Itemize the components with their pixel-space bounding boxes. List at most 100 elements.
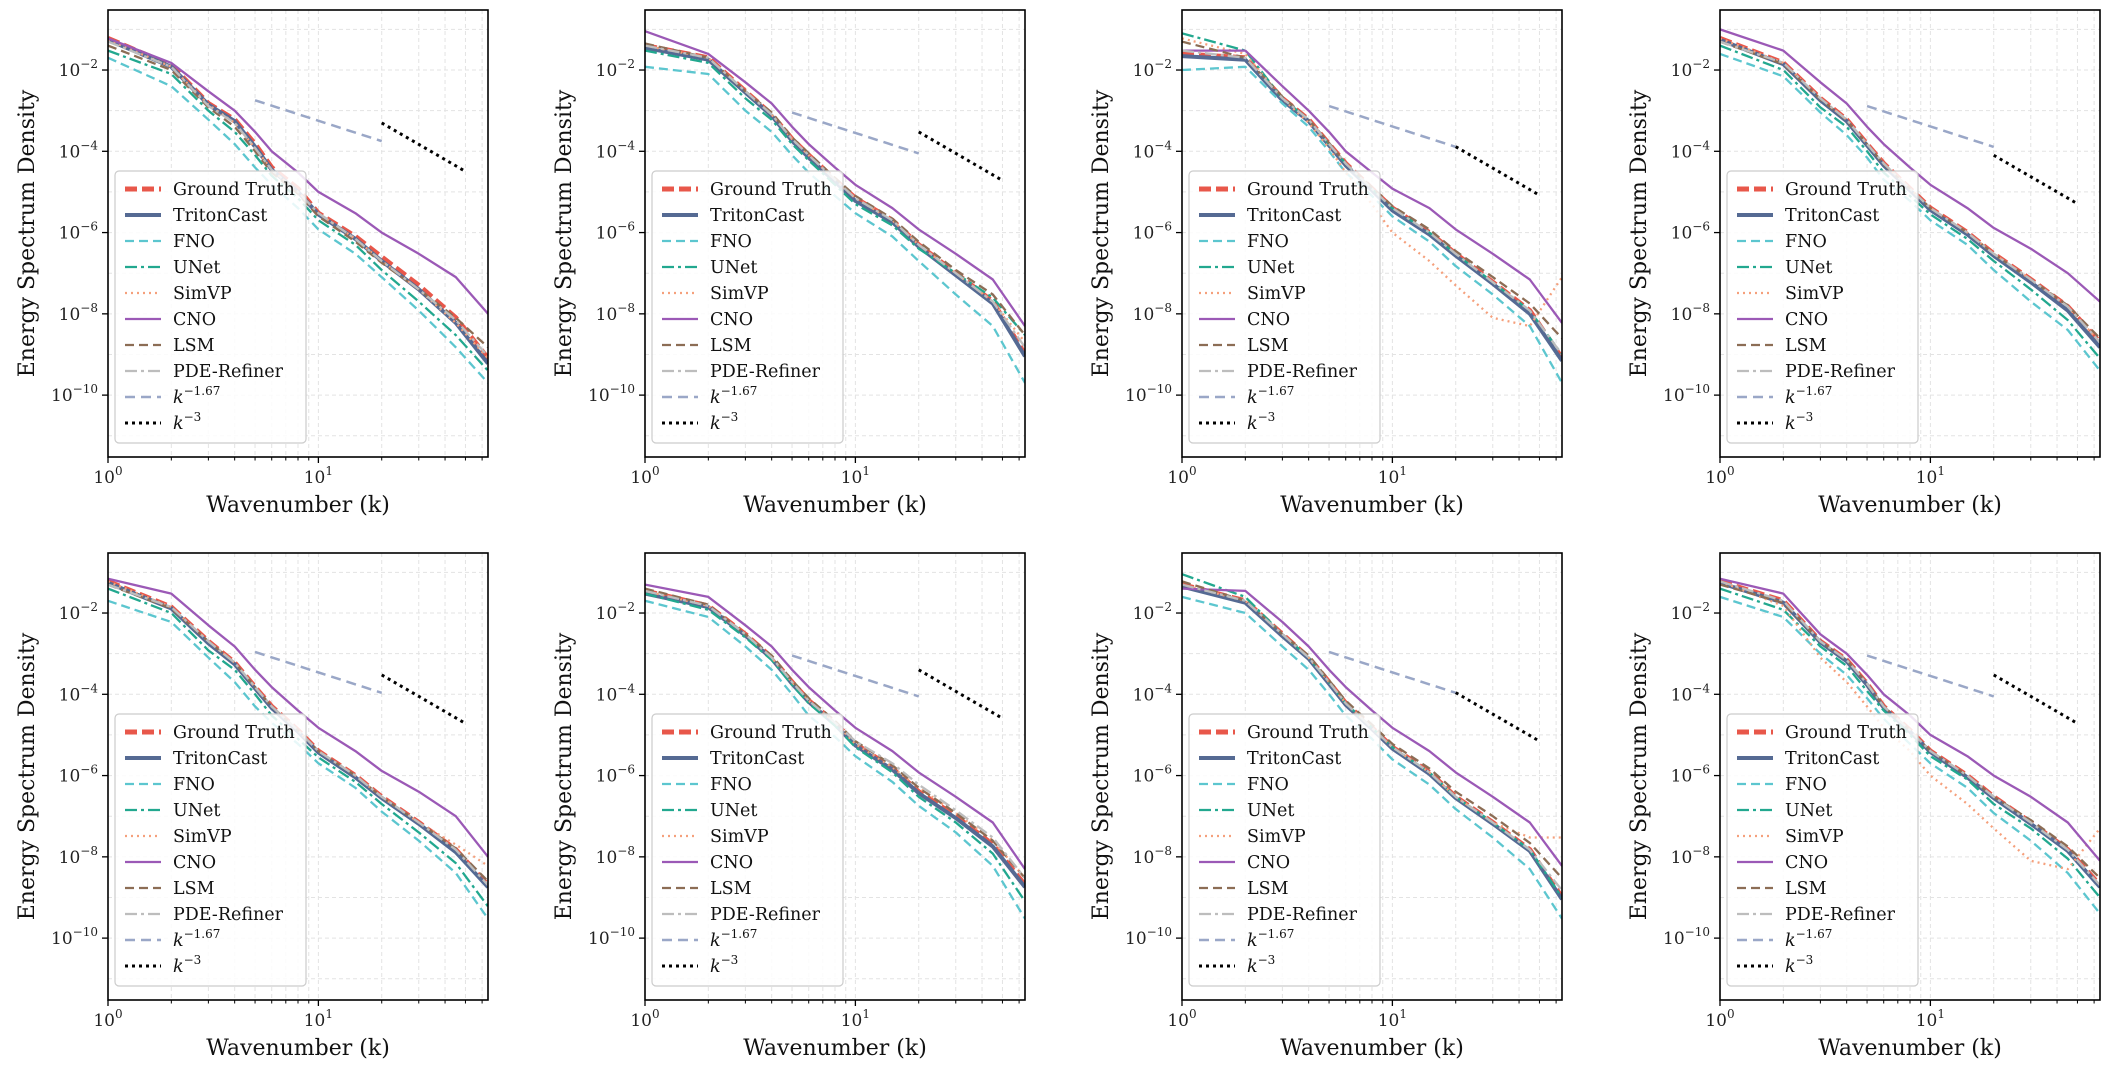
legend-label: FNO (1247, 232, 1289, 252)
legend-label: FNO (710, 775, 752, 795)
x-axis-label: Wavenumber (k) (743, 1036, 927, 1061)
legend-label: SimVP (173, 827, 232, 847)
spectrum-panel-8: 100 101 10−10 10−8 10−6 10−4 10−2 Wavenumber (k… (1627, 552, 2101, 1061)
y-tick-label: 10−8 (1133, 301, 1172, 325)
y-tick-label: 10−8 (59, 301, 98, 325)
legend-box (1726, 170, 1919, 444)
legend-label: SimVP (1785, 284, 1844, 304)
x-axis-label: Wavenumber (k) (1818, 493, 2002, 518)
legend-label: UNet (710, 258, 757, 278)
y-tick-label: 10−8 (596, 301, 635, 325)
y-tick-label: 10−4 (596, 681, 636, 705)
legend: Ground Truth TritonCast FNO UNet SimVP CNO LSM… (114, 170, 307, 444)
legend-label: FNO (173, 775, 215, 795)
spectrum-panel-6: 100 101 10−10 10−8 10−6 10−4 10−2 Wavenumber (k… (552, 552, 1026, 1061)
y-tick-label: 10−8 (1671, 844, 1710, 868)
x-tick-label: 100 (93, 464, 122, 488)
legend-label: UNet (1785, 258, 1832, 278)
x-axis-label: Wavenumber (k) (1818, 1036, 2002, 1061)
legend-label: k−3 (1247, 410, 1275, 434)
legend-label: k−1.67 (1785, 927, 1832, 951)
legend-label: FNO (1785, 775, 1827, 795)
y-axis-label: Energy Spectrum Density (15, 89, 40, 377)
spectrum-panel-3: 100 101 10−10 10−8 10−6 10−4 10−2 Wavenumber (k… (1089, 9, 1563, 518)
x-tick-label: 100 (1705, 1007, 1734, 1031)
legend-label: UNet (1247, 258, 1294, 278)
legend-label: UNet (1247, 801, 1294, 821)
y-tick-label: 10−4 (1671, 681, 1711, 705)
reference-line-k-minus-3 (1454, 145, 1541, 197)
legend-label: UNet (710, 801, 757, 821)
y-tick-label: 10−6 (1671, 763, 1710, 787)
legend: Ground Truth TritonCast FNO UNet SimVP CNO LSM… (1188, 170, 1381, 444)
y-tick-label: 10−2 (1133, 57, 1172, 81)
legend-label: Ground Truth (1785, 723, 1907, 743)
legend-label: CNO (1247, 853, 1290, 873)
legend-label: FNO (1785, 232, 1827, 252)
y-tick-label: 10−10 (1663, 382, 1710, 406)
reference-line-k-minus-1-67 (1866, 104, 1995, 149)
legend-label: UNet (1785, 801, 1832, 821)
x-axis-label: Wavenumber (k) (1280, 1036, 1464, 1061)
legend-label: LSM (710, 879, 752, 899)
y-tick-label: 10−6 (1133, 763, 1172, 787)
legend-label: k−3 (1785, 410, 1813, 434)
x-tick-label: 100 (93, 1007, 122, 1031)
y-tick-label: 10−4 (59, 138, 99, 162)
reference-line-k-minus-1-67 (1866, 654, 1995, 698)
legend-label: TritonCast (710, 206, 804, 226)
legend-label: k−1.67 (173, 927, 220, 951)
legend-label: Ground Truth (173, 723, 295, 743)
legend-label: CNO (173, 310, 216, 330)
legend: Ground Truth TritonCast FNO UNet SimVP CNO LSM… (114, 713, 307, 987)
legend-label: PDE-Refiner (710, 905, 821, 925)
x-tick-label: 100 (630, 1007, 659, 1031)
x-tick-label: 101 (1916, 1007, 1945, 1031)
legend-label: SimVP (1247, 284, 1306, 304)
y-tick-label: 10−2 (1133, 600, 1172, 624)
legend-label: PDE-Refiner (1785, 905, 1896, 925)
legend-label: k−1.67 (1247, 384, 1294, 408)
y-tick-label: 10−10 (588, 925, 635, 949)
reference-line-k-minus-3 (917, 668, 1004, 720)
x-tick-label: 100 (630, 464, 659, 488)
x-axis-label: Wavenumber (k) (1280, 493, 1464, 518)
y-axis-label: Energy Spectrum Density (552, 632, 577, 920)
legend-label: CNO (1785, 310, 1828, 330)
series-line-cno (645, 30, 1025, 327)
reference-line-k-minus-1-67 (791, 654, 920, 698)
legend-label: k−1.67 (710, 384, 757, 408)
y-tick-label: 10−4 (596, 138, 636, 162)
x-tick-label: 100 (1705, 464, 1734, 488)
legend-box (651, 170, 844, 444)
legend-label: LSM (173, 336, 215, 356)
legend-label: Ground Truth (710, 180, 832, 200)
legend-label: FNO (710, 232, 752, 252)
legend-label: k−1.67 (1247, 927, 1294, 951)
legend: Ground Truth TritonCast FNO UNet SimVP CNO LSM… (651, 170, 844, 444)
legend-label: LSM (1247, 336, 1289, 356)
y-axis-label: Energy Spectrum Density (1627, 89, 1652, 377)
y-tick-label: 10−2 (596, 600, 635, 624)
legend-label: k−1.67 (710, 927, 757, 951)
series-line-cno (1720, 28, 2100, 303)
y-tick-label: 10−6 (59, 763, 98, 787)
legend-label: SimVP (1785, 827, 1844, 847)
x-tick-label: 101 (1378, 464, 1407, 488)
legend-label: k−3 (173, 410, 201, 434)
reference-line-k-minus-3 (380, 673, 467, 725)
series-line-lsm (645, 587, 1025, 879)
legend-label: TritonCast (173, 206, 267, 226)
y-tick-label: 10−2 (59, 600, 98, 624)
y-tick-label: 10−8 (59, 844, 98, 868)
y-tick-label: 10−6 (1133, 220, 1172, 244)
legend-label: LSM (1785, 336, 1827, 356)
legend-label: k−3 (1785, 953, 1813, 977)
legend-label: PDE-Refiner (1247, 905, 1358, 925)
legend-label: CNO (710, 853, 753, 873)
spectrum-panel-2: 100 101 10−10 10−8 10−6 10−4 10−2 Wavenumber (k… (552, 9, 1026, 518)
reference-line-k-minus-3 (1992, 673, 2079, 725)
spectrum-panel-5: 100 101 10−10 10−8 10−6 10−4 10−2 Wavenumber (k… (15, 552, 489, 1061)
x-tick-label: 101 (304, 464, 333, 488)
legend-label: TritonCast (1785, 749, 1879, 769)
